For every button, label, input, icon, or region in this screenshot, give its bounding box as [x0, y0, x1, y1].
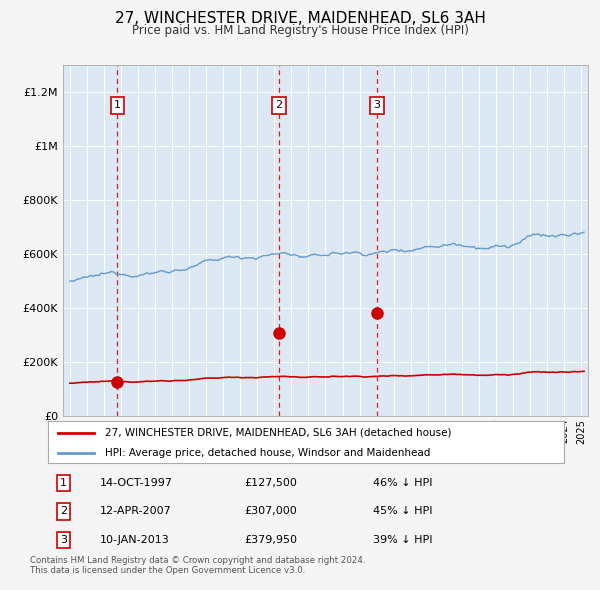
- Text: 2: 2: [60, 506, 67, 516]
- Text: HPI: Average price, detached house, Windsor and Maidenhead: HPI: Average price, detached house, Wind…: [105, 448, 430, 457]
- Text: 46% ↓ HPI: 46% ↓ HPI: [373, 478, 433, 488]
- Text: 45% ↓ HPI: 45% ↓ HPI: [373, 506, 433, 516]
- Text: 27, WINCHESTER DRIVE, MAIDENHEAD, SL6 3AH: 27, WINCHESTER DRIVE, MAIDENHEAD, SL6 3A…: [115, 11, 485, 27]
- Text: 39% ↓ HPI: 39% ↓ HPI: [373, 535, 433, 545]
- Text: 12-APR-2007: 12-APR-2007: [100, 506, 172, 516]
- Text: Price paid vs. HM Land Registry's House Price Index (HPI): Price paid vs. HM Land Registry's House …: [131, 24, 469, 37]
- Text: £307,000: £307,000: [244, 506, 297, 516]
- Text: Contains HM Land Registry data © Crown copyright and database right 2024.
This d: Contains HM Land Registry data © Crown c…: [30, 556, 365, 575]
- Text: 1: 1: [60, 478, 67, 488]
- Text: 27, WINCHESTER DRIVE, MAIDENHEAD, SL6 3AH (detached house): 27, WINCHESTER DRIVE, MAIDENHEAD, SL6 3A…: [105, 428, 451, 438]
- Text: 2: 2: [275, 100, 283, 110]
- Text: £379,950: £379,950: [244, 535, 297, 545]
- Text: 3: 3: [374, 100, 380, 110]
- Text: £127,500: £127,500: [244, 478, 297, 488]
- Text: 3: 3: [60, 535, 67, 545]
- Text: 14-OCT-1997: 14-OCT-1997: [100, 478, 173, 488]
- Text: 10-JAN-2013: 10-JAN-2013: [100, 535, 169, 545]
- Text: 1: 1: [114, 100, 121, 110]
